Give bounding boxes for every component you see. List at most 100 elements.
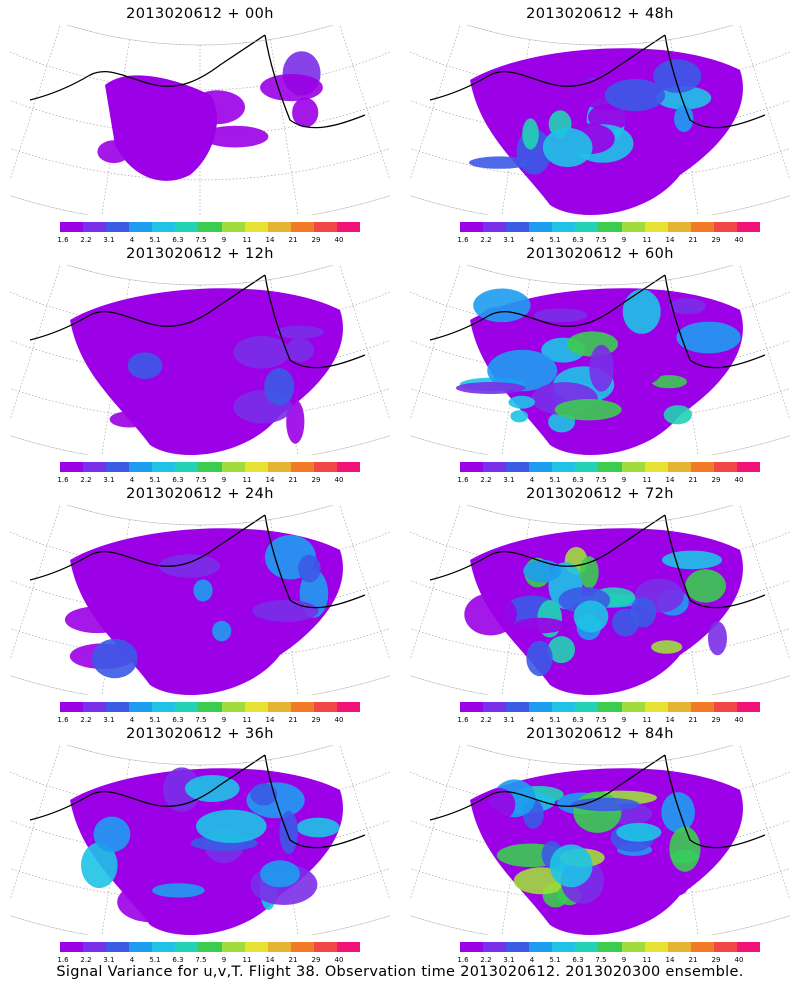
colorbar-tick-label: 6.3 bbox=[572, 476, 584, 484]
colorbar-swatch bbox=[690, 942, 714, 952]
colorbar-swatch bbox=[267, 462, 291, 472]
colorbar-tick-label: 4 bbox=[129, 956, 135, 964]
colorbar-swatch bbox=[267, 702, 291, 712]
colorbar-swatch bbox=[483, 702, 507, 712]
colorbar-swatch bbox=[644, 942, 668, 952]
colorbar-tick-label: 40 bbox=[734, 236, 744, 244]
colorbar bbox=[460, 702, 761, 712]
colorbar-tick-label: 14 bbox=[665, 956, 675, 964]
colorbar-tick-label: 11 bbox=[242, 476, 252, 484]
colorbar-labels: 1.6 2.2 3.1 4 5.1 6.3 7.5 9 11 14 21 29 40 bbox=[57, 476, 360, 486]
colorbar-swatch bbox=[244, 942, 268, 952]
colorbar-tick-label: 1.6 bbox=[57, 716, 69, 724]
colorbar-tick-label: 14 bbox=[665, 716, 675, 724]
colorbar-swatch bbox=[221, 942, 245, 952]
colorbar-tick-label: 21 bbox=[288, 236, 298, 244]
colorbar-swatch bbox=[152, 702, 176, 712]
colorbar-tick-label: 29 bbox=[311, 716, 321, 724]
colorbar-tick-label: 29 bbox=[311, 476, 321, 484]
colorbar-tick-label: 29 bbox=[711, 476, 721, 484]
colorbar-swatch bbox=[175, 702, 199, 712]
colorbar-swatch bbox=[483, 222, 507, 232]
colorbar-swatch bbox=[290, 222, 314, 232]
colorbar-labels: 1.6 2.2 3.1 4 5.1 6.3 7.5 9 11 14 21 29 40 bbox=[457, 956, 760, 966]
colorbar-tick-label: 6.3 bbox=[172, 236, 184, 244]
colorbar-swatch bbox=[713, 222, 737, 232]
colorbar-tick-label: 9 bbox=[221, 956, 227, 964]
colorbar-swatch bbox=[506, 222, 530, 232]
colorbar-tick-label: 11 bbox=[242, 236, 252, 244]
colorbar-tick-label: 7.5 bbox=[195, 236, 207, 244]
variance-field bbox=[469, 48, 743, 215]
variance-map bbox=[410, 25, 790, 215]
colorbar-swatch bbox=[529, 462, 553, 472]
colorbar-tick-label: 2.2 bbox=[480, 476, 492, 484]
colorbar-labels: 1.6 2.2 3.1 4 5.1 6.3 7.5 9 11 14 21 29 40 bbox=[457, 476, 760, 486]
colorbar-tick-label: 40 bbox=[734, 956, 744, 964]
colorbar-tick-label: 5.1 bbox=[549, 716, 561, 724]
colorbar-swatch bbox=[460, 462, 484, 472]
colorbar-swatch bbox=[83, 222, 107, 232]
colorbar-swatch bbox=[198, 702, 222, 712]
colorbar-swatch bbox=[736, 462, 761, 472]
map-panel: 2013020612 + 00h 1.6 2.2 3.1 4 5.1 6.3 7.5 9 11 14… bbox=[0, 0, 400, 245]
colorbar-swatch bbox=[506, 462, 530, 472]
variance-map bbox=[410, 505, 790, 695]
variance-field bbox=[70, 288, 343, 455]
colorbar-tick-label: 7.5 bbox=[595, 716, 607, 724]
colorbar-tick-label: 6.3 bbox=[572, 716, 584, 724]
colorbar-tick-label: 3.1 bbox=[503, 716, 515, 724]
colorbar-swatch bbox=[598, 942, 622, 952]
colorbar-tick-label: 9 bbox=[221, 476, 227, 484]
colorbar-tick-label: 21 bbox=[288, 476, 298, 484]
colorbar-tick-label: 2.2 bbox=[80, 716, 92, 724]
colorbar-tick-label: 21 bbox=[688, 716, 698, 724]
colorbar-tick-label: 14 bbox=[265, 956, 275, 964]
colorbar bbox=[60, 222, 361, 232]
colorbar-tick-label: 14 bbox=[665, 476, 675, 484]
colorbar-swatch bbox=[644, 462, 668, 472]
colorbar-tick-label: 14 bbox=[265, 236, 275, 244]
colorbar-swatch bbox=[175, 462, 199, 472]
colorbar-swatch bbox=[690, 222, 714, 232]
colorbar-swatch bbox=[667, 222, 691, 232]
colorbar-swatch bbox=[221, 222, 245, 232]
colorbar-tick-label: 6.3 bbox=[572, 236, 584, 244]
colorbar-tick-label: 40 bbox=[334, 476, 344, 484]
colorbar-swatch bbox=[290, 702, 314, 712]
variance-field bbox=[470, 768, 743, 935]
colorbar-tick-label: 7.5 bbox=[195, 476, 207, 484]
colorbar-tick-label: 4 bbox=[529, 236, 535, 244]
colorbar-swatch bbox=[529, 222, 553, 232]
colorbar-swatch bbox=[83, 462, 107, 472]
colorbar-swatch bbox=[129, 702, 153, 712]
colorbar-swatch bbox=[713, 942, 737, 952]
colorbar-swatch bbox=[106, 222, 130, 232]
colorbar-swatch bbox=[598, 462, 622, 472]
map-panel: 2013020612 + 48h 1.6 2.2 3.1 4 5.1 6.3 7.5 9 11 14… bbox=[400, 0, 800, 245]
colorbar-swatch bbox=[60, 222, 84, 232]
colorbar-tick-label: 9 bbox=[621, 476, 627, 484]
coastline bbox=[429, 754, 766, 849]
variance-map bbox=[410, 265, 790, 455]
colorbar-swatch bbox=[106, 462, 130, 472]
colorbar-swatch bbox=[575, 222, 599, 232]
colorbar-swatch bbox=[690, 462, 714, 472]
variance-map bbox=[410, 745, 790, 935]
colorbar-labels: 1.6 2.2 3.1 4 5.1 6.3 7.5 9 11 14 21 29 40 bbox=[57, 236, 360, 246]
colorbar-tick-label: 40 bbox=[334, 236, 344, 244]
colorbar-tick-label: 11 bbox=[242, 956, 252, 964]
colorbar-tick-label: 5.1 bbox=[149, 476, 161, 484]
colorbar-tick-label: 1.6 bbox=[457, 236, 469, 244]
colorbar-swatch bbox=[644, 702, 668, 712]
colorbar-swatch bbox=[621, 462, 645, 472]
colorbar-tick-label: 29 bbox=[711, 716, 721, 724]
colorbar-tick-label: 9 bbox=[221, 716, 227, 724]
colorbar-tick-label: 9 bbox=[621, 956, 627, 964]
colorbar bbox=[60, 702, 361, 712]
colorbar-swatch bbox=[552, 222, 576, 232]
colorbar-tick-label: 6.3 bbox=[572, 956, 584, 964]
panel-title: 2013020612 + 24h bbox=[126, 486, 274, 502]
colorbar-labels: 1.6 2.2 3.1 4 5.1 6.3 7.5 9 11 14 21 29 40 bbox=[457, 236, 760, 246]
colorbar-tick-label: 40 bbox=[334, 956, 344, 964]
